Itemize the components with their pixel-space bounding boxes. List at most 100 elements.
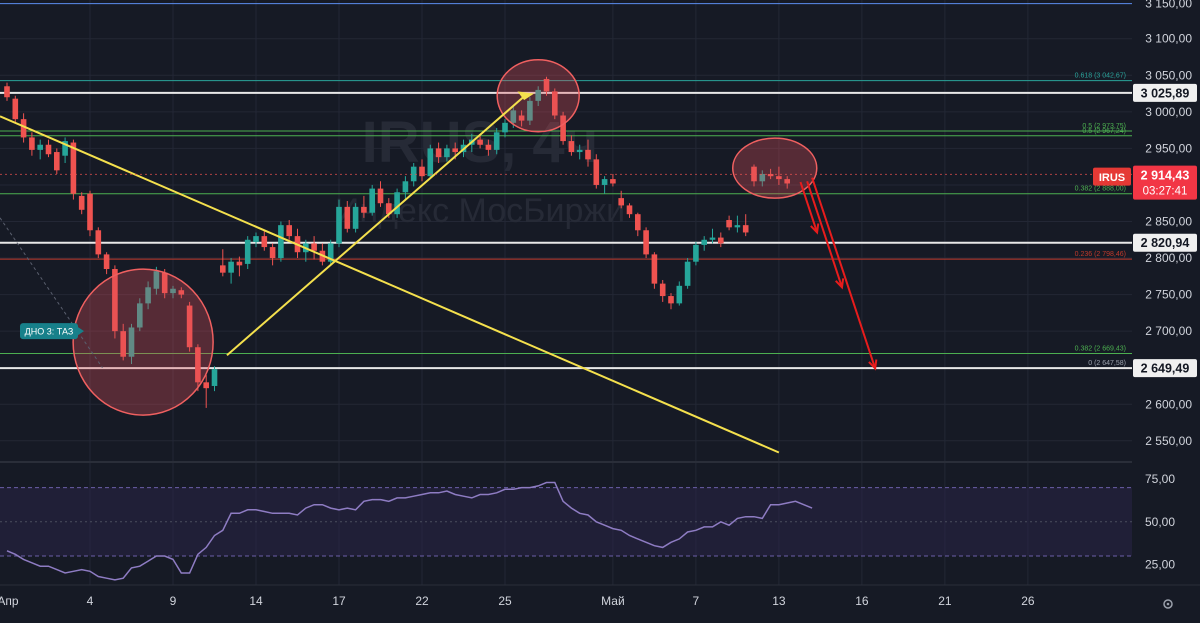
candle[interactable]	[734, 215, 741, 233]
candle[interactable]	[377, 181, 384, 207]
candle[interactable]	[410, 163, 417, 187]
candle[interactable]	[659, 279, 666, 302]
price-badge[interactable]: 2 649,49	[1133, 359, 1197, 378]
candle[interactable]	[37, 139, 43, 160]
candle[interactable]	[427, 144, 434, 180]
candle[interactable]	[244, 236, 251, 270]
annotation-label[interactable]: ДНО 3: ТАЗ	[20, 323, 84, 340]
red-arrow-mid[interactable]	[806, 180, 843, 288]
candle[interactable]	[4, 82, 10, 101]
candle[interactable]	[585, 139, 591, 167]
candle[interactable]	[327, 239, 334, 266]
candle[interactable]	[684, 258, 691, 289]
red-arrow-short[interactable]	[799, 181, 819, 233]
candle[interactable]	[701, 236, 707, 251]
candle[interactable]	[435, 142, 442, 164]
candle[interactable]	[784, 176, 790, 189]
candle[interactable]	[477, 135, 483, 149]
candle[interactable]	[153, 266, 160, 295]
candle[interactable]	[493, 127, 500, 155]
candle[interactable]	[95, 227, 102, 259]
candle[interactable]	[635, 212, 641, 237]
top-circle[interactable]	[496, 59, 580, 133]
candle[interactable]	[220, 249, 226, 277]
candle[interactable]	[361, 195, 367, 218]
candle[interactable]	[568, 135, 575, 156]
candle[interactable]	[261, 230, 268, 251]
candle[interactable]	[709, 228, 716, 244]
candle[interactable]	[62, 137, 68, 164]
candle[interactable]	[186, 301, 193, 352]
candle[interactable]	[444, 144, 450, 162]
candle[interactable]	[253, 232, 259, 248]
candle[interactable]	[518, 110, 525, 127]
candle[interactable]	[593, 154, 600, 189]
candle[interactable]	[236, 256, 243, 277]
candle[interactable]	[352, 203, 359, 233]
candle[interactable]	[178, 287, 185, 299]
candle[interactable]	[195, 344, 201, 392]
candle[interactable]	[502, 119, 508, 138]
price-badge[interactable]: 2 820,94	[1133, 233, 1197, 252]
downtrend-line[interactable]	[0, 115, 780, 454]
candle[interactable]	[137, 298, 143, 332]
candle[interactable]	[543, 76, 550, 96]
candle[interactable]	[668, 293, 674, 310]
candle[interactable]	[311, 236, 317, 260]
candle[interactable]	[618, 190, 624, 209]
candle[interactable]	[344, 201, 351, 233]
candle[interactable]	[269, 243, 276, 266]
candle[interactable]	[676, 281, 683, 306]
uptrend-arrow-line[interactable]	[226, 94, 527, 357]
candle[interactable]	[112, 265, 118, 339]
candle[interactable]	[87, 190, 93, 237]
candle[interactable]	[651, 252, 658, 289]
candle[interactable]	[336, 199, 342, 248]
candle[interactable]	[560, 111, 566, 145]
candle[interactable]	[402, 176, 409, 200]
candle[interactable]	[552, 88, 558, 120]
candle[interactable]	[759, 170, 766, 187]
candle[interactable]	[12, 95, 19, 123]
candle[interactable]	[78, 192, 85, 215]
candle[interactable]	[610, 173, 616, 187]
candle[interactable]	[70, 139, 77, 200]
candle[interactable]	[527, 97, 533, 126]
candle[interactable]	[203, 375, 209, 408]
price-badge[interactable]: 3 025,89	[1133, 83, 1197, 102]
candle[interactable]	[535, 86, 541, 106]
candle[interactable]	[29, 132, 35, 156]
candle[interactable]	[726, 215, 732, 231]
candle[interactable]	[45, 139, 52, 158]
candle[interactable]	[601, 176, 608, 194]
candle[interactable]	[693, 241, 699, 266]
candle[interactable]	[369, 184, 375, 216]
candle[interactable]	[161, 269, 168, 299]
candle[interactable]	[103, 252, 110, 275]
candle[interactable]	[776, 166, 782, 185]
candle[interactable]	[626, 203, 633, 218]
candle[interactable]	[485, 139, 492, 156]
candle[interactable]	[20, 113, 27, 143]
bottom-circle[interactable]	[72, 268, 214, 416]
candle[interactable]	[211, 366, 218, 392]
red-arrow-long[interactable]	[811, 177, 877, 369]
candle[interactable]	[228, 258, 234, 284]
candle[interactable]	[278, 221, 284, 262]
candle[interactable]	[170, 285, 176, 299]
candle[interactable]	[394, 188, 400, 218]
candle[interactable]	[419, 159, 425, 182]
candle[interactable]	[128, 323, 135, 365]
candle[interactable]	[751, 164, 757, 187]
candle[interactable]	[54, 148, 60, 174]
candle[interactable]	[286, 220, 292, 240]
rsi-line[interactable]	[6, 481, 813, 581]
current-price-badge[interactable]: IRUS 2 914,43 03:27:41	[0, 165, 1197, 200]
candle[interactable]	[145, 281, 151, 310]
candle[interactable]	[576, 144, 583, 160]
candle[interactable]	[120, 323, 126, 361]
settings-gear-icon[interactable]	[1163, 599, 1173, 609]
right-circle[interactable]	[732, 137, 818, 199]
